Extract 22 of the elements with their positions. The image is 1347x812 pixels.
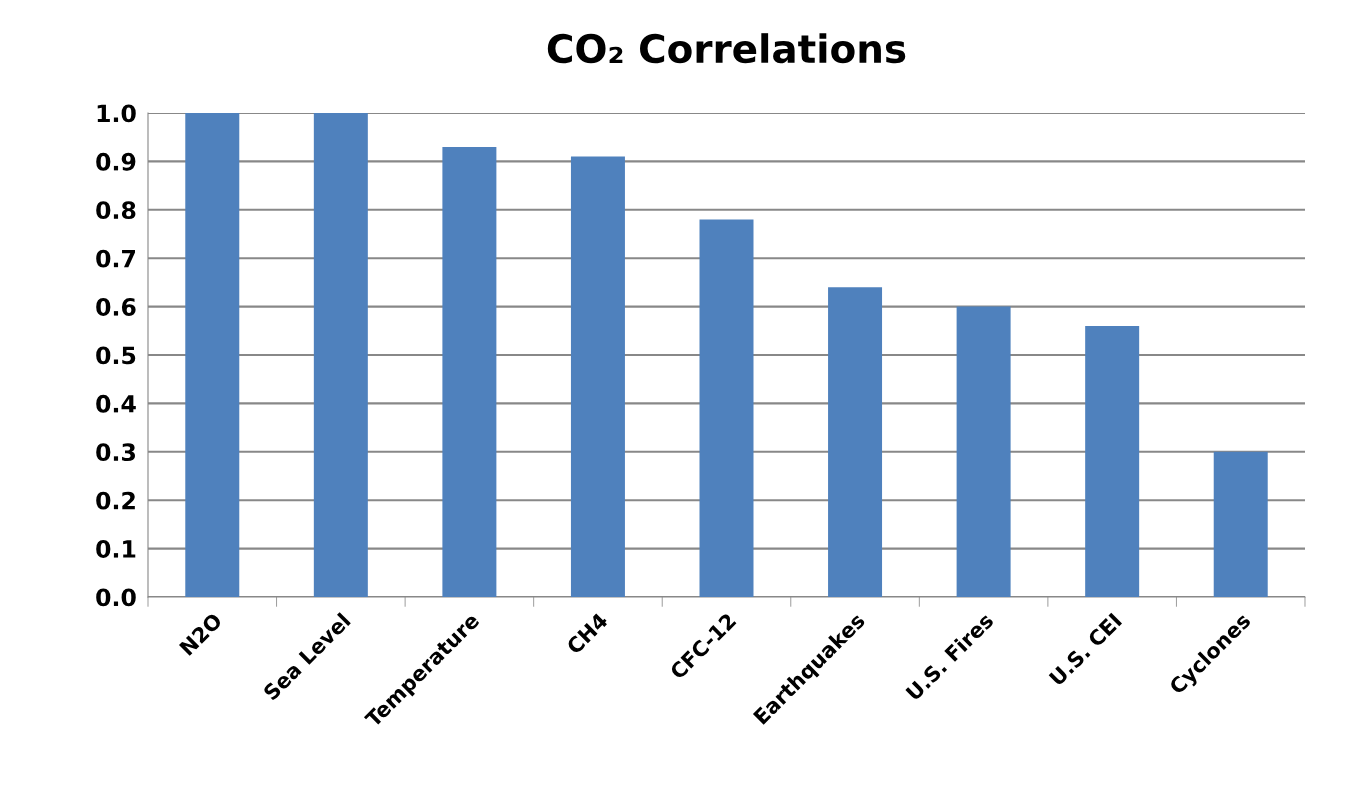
y-tick-label: 0.0	[96, 588, 136, 607]
bar	[442, 146, 497, 597]
y-tick-label: 0.1	[96, 540, 136, 558]
y-tick-label: 1.0	[97, 104, 136, 123]
y-tick-label: 0.3	[96, 443, 136, 462]
chart-title: CO₂ Correlations	[547, 33, 906, 64]
y-tick-label: 0.4	[96, 394, 136, 413]
x-tick-label: U.S. CEI	[1048, 612, 1123, 687]
bar	[699, 219, 754, 597]
y-tick-label: 0.7	[96, 249, 136, 268]
y-tick-label: 0.6	[96, 298, 136, 316]
y-tick-label: 0.8	[96, 201, 136, 220]
bar	[1085, 325, 1140, 597]
bar	[828, 287, 883, 597]
y-tick-label: 0.9	[96, 152, 136, 171]
bar	[185, 113, 240, 597]
bar	[570, 156, 625, 597]
y-tick-label: 0.5	[96, 346, 136, 365]
y-tick-label: 0.2	[96, 491, 135, 510]
bar	[1213, 451, 1268, 597]
bar	[956, 306, 1011, 597]
bar	[313, 113, 368, 597]
